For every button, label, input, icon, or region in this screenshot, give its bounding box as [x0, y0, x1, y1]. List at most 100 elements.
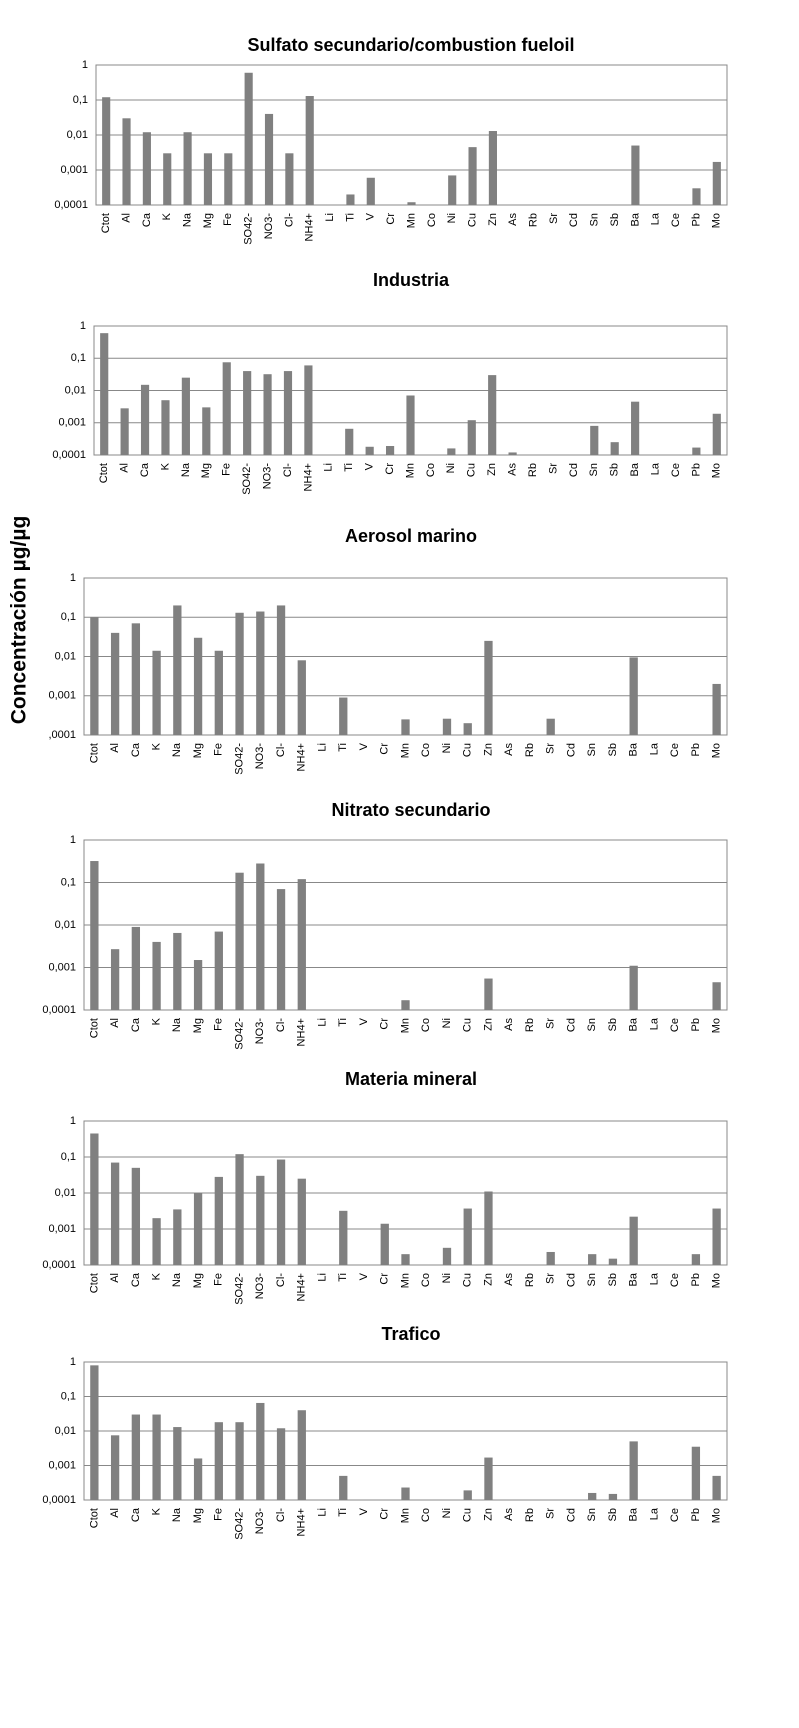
chart-title: Aerosol marino: [345, 526, 477, 546]
x-tick-label: Rb: [527, 463, 539, 477]
x-tick-label: Ni: [446, 213, 458, 223]
bar: [691, 1254, 701, 1265]
bar: [691, 1446, 701, 1500]
x-tick-label: Ba: [628, 1017, 640, 1031]
x-tick-label: Sr: [545, 1018, 557, 1029]
bar: [90, 1365, 99, 1500]
bar: [463, 723, 472, 735]
x-tick-label: Cl-: [282, 463, 294, 477]
x-tick-label: Sn: [586, 743, 598, 756]
bar: [235, 612, 244, 735]
x-tick-label: Cl-: [275, 1508, 287, 1522]
y-axis-label: Concentración µg/µg: [8, 516, 31, 725]
x-tick-label: Ni: [441, 743, 453, 753]
bar: [608, 1493, 618, 1500]
bar: [629, 1216, 638, 1265]
x-tick-label: Mo: [711, 743, 723, 758]
x-tick-label: V: [358, 1272, 370, 1280]
bar: [339, 1475, 348, 1500]
x-tick-label: Sr: [545, 1508, 557, 1519]
x-tick-label: Ce: [669, 1508, 681, 1522]
bar: [712, 161, 721, 205]
bar: [629, 965, 638, 1010]
bar: [161, 400, 170, 455]
x-tick-label: Ctot: [100, 213, 112, 233]
chart-title: Sulfato secundario/combustion fueloil: [247, 35, 574, 55]
bar: [546, 1251, 555, 1265]
x-tick-label: Pb: [690, 1508, 702, 1521]
bar: [181, 377, 190, 455]
x-tick-label: Cl-: [275, 1018, 287, 1032]
bar: [110, 632, 120, 735]
x-tick-label: K: [161, 212, 173, 220]
bar: [401, 719, 410, 735]
bar: [276, 1428, 286, 1500]
x-tick-label: Zn: [482, 743, 494, 756]
y-tick-label: 0,01: [55, 1425, 76, 1437]
x-tick-label: Ca: [139, 462, 151, 477]
x-tick-label: Mo: [711, 1018, 723, 1033]
x-tick-label: Ni: [445, 463, 457, 473]
x-tick-label: NO3-: [263, 213, 275, 240]
bar: [214, 1422, 223, 1500]
bar: [263, 374, 272, 455]
x-tick-label: Ba: [628, 742, 640, 756]
bar: [365, 446, 374, 455]
x-tick-label: Mn: [399, 743, 411, 758]
x-tick-label: Cr: [385, 213, 397, 225]
x-tick-label: Li: [316, 1018, 328, 1027]
x-tick-label: Zn: [487, 213, 499, 226]
x-tick-label: Sn: [589, 213, 601, 226]
bar: [463, 1208, 472, 1265]
y-tick-label: 1: [80, 320, 86, 332]
bar: [224, 153, 233, 205]
x-tick-label: La: [648, 1017, 660, 1030]
x-tick-label: La: [648, 1272, 660, 1285]
y-tick-label: ,0001: [48, 729, 76, 741]
x-tick-label: Mn: [404, 463, 416, 478]
bar: [214, 931, 223, 1010]
bar: [588, 1492, 597, 1500]
x-tick-label: K: [159, 462, 171, 470]
x-tick-label: NO3-: [261, 463, 273, 490]
x-tick-label: Na: [180, 462, 192, 477]
x-tick-label: Cl-: [275, 1273, 287, 1287]
bar: [468, 147, 477, 205]
bar: [345, 428, 354, 455]
x-tick-label: Ce: [670, 463, 682, 477]
x-tick-label: Sn: [586, 1508, 598, 1521]
x-tick-label: Mo: [711, 463, 723, 478]
x-tick-label: Ba: [629, 462, 641, 476]
bar: [401, 1487, 410, 1500]
x-tick-label: Mg: [200, 463, 212, 478]
y-tick-label: 0,1: [61, 1390, 76, 1402]
bar: [712, 683, 721, 735]
x-tick-label: K: [151, 1507, 163, 1515]
bar: [264, 113, 274, 205]
y-tick-label: 0,1: [61, 1151, 76, 1163]
bar: [173, 932, 182, 1010]
bar: [484, 640, 493, 735]
x-tick-label: Ca: [130, 1272, 142, 1287]
y-tick-label: 0,1: [73, 94, 88, 106]
bar: [142, 132, 151, 205]
x-tick-label: Na: [182, 212, 194, 227]
x-tick-label: Mn: [399, 1508, 411, 1523]
x-tick-label: Cu: [466, 213, 478, 227]
x-tick-label: Zn: [482, 1508, 494, 1521]
bar: [173, 1209, 182, 1265]
x-tick-label: Fe: [213, 1273, 225, 1286]
bar: [276, 605, 286, 735]
y-tick-label: 1: [70, 1356, 76, 1368]
x-tick-label: Rb: [524, 1018, 536, 1032]
x-tick-label: V: [358, 1017, 370, 1025]
bar: [183, 132, 192, 205]
x-tick-label: Co: [420, 1273, 432, 1287]
x-tick-label: K: [151, 1017, 163, 1025]
bar: [339, 1210, 348, 1265]
bar: [256, 1402, 265, 1500]
bar: [590, 425, 599, 455]
x-tick-label: Al: [109, 1508, 121, 1518]
x-tick-label: SO42-: [233, 1018, 245, 1050]
x-tick-label: Li: [323, 463, 335, 472]
